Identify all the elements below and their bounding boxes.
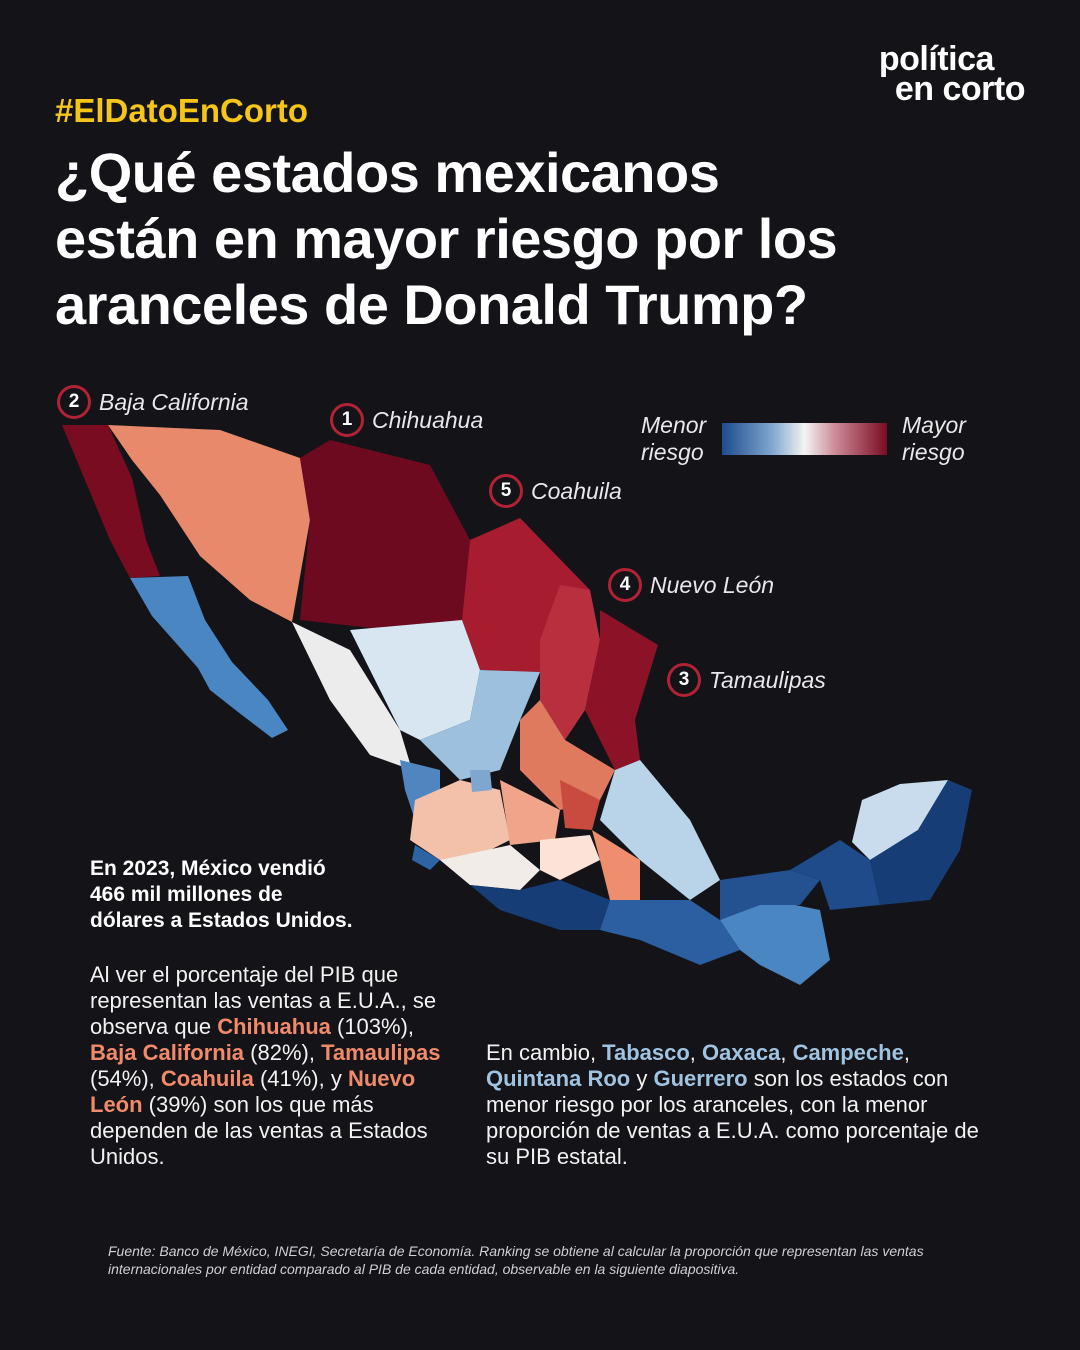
logo-line-2: en corto — [894, 70, 1026, 108]
highlight-state: Quintana Roo — [486, 1066, 631, 1091]
state-jalisco — [410, 780, 510, 860]
map-label-baja-california: 2 Baja California — [57, 385, 249, 419]
state-sinaloa — [292, 622, 412, 770]
highlight-state: Baja California — [90, 1040, 245, 1065]
map-label-chihuahua: 1 Chihuahua — [330, 403, 483, 437]
intro-line-3: dólares a Estados Unidos. — [90, 909, 353, 932]
map-label-nuevo-leon: 4 Nuevo León — [608, 568, 774, 602]
state-durango — [350, 620, 480, 740]
title-line-3: aranceles de Donald Trump? — [55, 273, 808, 336]
intro-statement: En 2023, México vendió 466 mil millones … — [90, 856, 440, 934]
state-michoacan — [440, 845, 540, 890]
high-risk-paragraph: Al ver el porcentaje del PIB que represe… — [90, 962, 465, 1170]
state-zacatecas — [420, 670, 540, 780]
rank-badge: 1 — [330, 403, 364, 437]
text-run: son los estados con menor riesgo por los… — [486, 1066, 979, 1169]
intro-line-2: 466 mil millones de — [90, 883, 283, 906]
state-baja-california-sur — [130, 576, 288, 738]
text-run: (41%), y — [253, 1066, 348, 1091]
legend-max-line-2: riesgo — [902, 439, 965, 465]
state-aguascalientes — [470, 770, 492, 792]
map-label-coahuila: 5 Coahuila — [489, 474, 622, 508]
legend-min-line-1: Menor — [641, 412, 707, 438]
rank-badge: 5 — [489, 474, 523, 508]
text-run: Al ver el porcentaje del PIB que represe… — [90, 962, 437, 1039]
intro-line-1: En 2023, México vendió — [90, 857, 326, 880]
text-run: y — [630, 1066, 654, 1091]
state-nuevo-leon — [540, 585, 600, 740]
brand-logo: política en corto — [878, 40, 1026, 108]
state-sonora — [108, 425, 310, 622]
state-colima — [412, 845, 440, 870]
state-guerrero — [470, 880, 610, 930]
state-chihuahua — [300, 440, 470, 630]
map-label-tamaulipas: 3 Tamaulipas — [667, 663, 826, 697]
legend-min-label: Menor riesgo — [641, 412, 706, 466]
map-label-text: Baja California — [99, 388, 249, 415]
source-note: Fuente: Banco de México, INEGI, Secretar… — [108, 1243, 924, 1277]
text-run: , — [780, 1040, 793, 1065]
title-line-1: ¿Qué estados mexicanos — [55, 141, 720, 204]
title-line-2: están en mayor riesgo por los — [55, 207, 838, 270]
state-campeche — [790, 840, 880, 910]
text-run: En cambio, — [486, 1040, 603, 1065]
highlight-state: Oaxaca — [702, 1040, 781, 1065]
state-san-luis-potosi — [520, 700, 615, 810]
legend-color-scale — [722, 423, 887, 455]
hashtag: #ElDatoEnCorto — [55, 92, 309, 129]
rank-badge: 4 — [608, 568, 642, 602]
state-tamaulipas — [585, 610, 658, 770]
state-oaxaca — [600, 900, 740, 965]
state-hidalgo — [560, 780, 600, 830]
rank-badge: 2 — [57, 385, 91, 419]
highlight-state: Nuevo León — [90, 1066, 416, 1117]
legend-min-line-2: riesgo — [641, 439, 704, 465]
highlight-state: Guerrero — [653, 1066, 748, 1091]
state-quintana-roo — [870, 780, 972, 905]
text-run: (103%), — [330, 1014, 415, 1039]
highlight-state: Chihuahua — [217, 1014, 331, 1039]
highlight-state: Tamaulipas — [321, 1040, 441, 1065]
state-estado-de-mexico — [540, 835, 600, 880]
highlight-state: Campeche — [792, 1040, 904, 1065]
state-tabasco — [720, 870, 820, 920]
map-label-text: Tamaulipas — [709, 666, 826, 693]
rank-badge: 3 — [667, 663, 701, 697]
state-guanajuato — [500, 780, 560, 845]
text-run: (82%), — [244, 1040, 322, 1065]
map-label-text: Coahuila — [531, 477, 622, 504]
text-run: (39%) son los que más dependen de las ve… — [90, 1092, 428, 1169]
legend-max-label: Mayor riesgo — [902, 412, 966, 466]
text-run: , — [903, 1040, 910, 1065]
state-baja-california — [62, 425, 160, 578]
highlight-state: Coahuila — [160, 1066, 254, 1091]
text-run: , — [689, 1040, 703, 1065]
state-chiapas — [720, 900, 830, 985]
state-yucatan — [852, 780, 948, 860]
highlight-state: Tabasco — [602, 1040, 690, 1065]
map-label-text: Nuevo León — [650, 571, 775, 598]
legend-max-line-1: Mayor — [902, 412, 966, 438]
low-risk-paragraph: En cambio, Tabasco, Oaxaca, Campeche, Qu… — [486, 1040, 996, 1170]
mexico-choropleth-map — [62, 425, 972, 985]
state-veracruz — [600, 760, 720, 900]
map-label-text: Chihuahua — [372, 406, 484, 433]
logo-line-1: política — [878, 40, 995, 78]
page-title: ¿Qué estados mexicanos están en mayor ri… — [55, 140, 1015, 338]
state-puebla — [592, 830, 640, 900]
text-run: (54%), — [90, 1066, 161, 1091]
